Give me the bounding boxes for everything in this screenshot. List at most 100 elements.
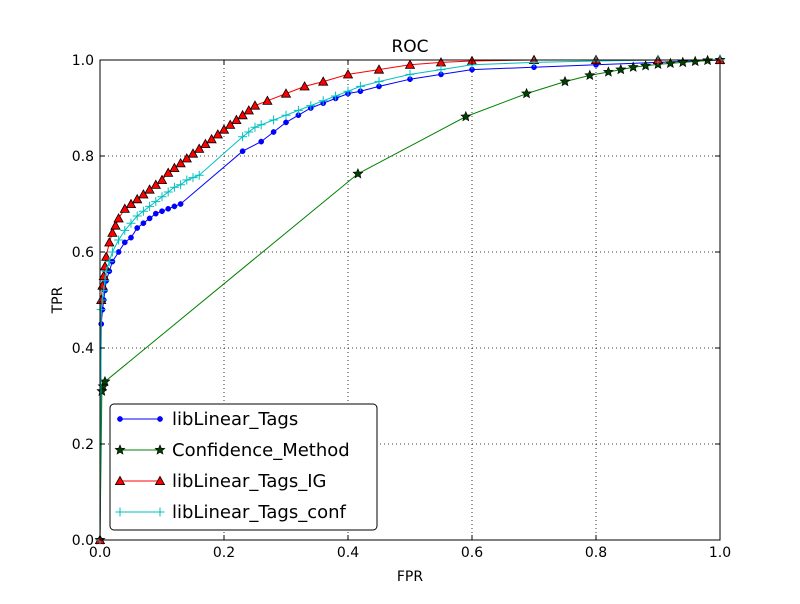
x-tick-label: 1.0 xyxy=(709,545,731,561)
data-point xyxy=(175,157,186,168)
data-point xyxy=(200,138,211,148)
y-tick-label: 1.0 xyxy=(72,53,94,69)
data-point xyxy=(163,187,173,197)
data-point xyxy=(529,57,539,67)
legend-entry: Confidence_Method xyxy=(114,440,350,461)
data-point xyxy=(206,133,217,144)
data-point xyxy=(169,162,180,172)
series-line xyxy=(99,59,720,541)
data-point xyxy=(352,167,364,179)
data-point xyxy=(342,69,354,79)
legend-entry: libLinear_Tags_IG xyxy=(114,471,326,492)
legend-label: libLinear_Tags_IG xyxy=(172,471,326,492)
data-point xyxy=(677,56,689,68)
x-tick-label: 0.0 xyxy=(89,545,111,561)
data-point xyxy=(299,81,310,91)
data-point xyxy=(615,63,627,75)
data-point xyxy=(181,153,192,163)
legend-label: libLinear_Tags xyxy=(172,409,298,430)
x-tick-label: 0.4 xyxy=(337,545,359,561)
data-point xyxy=(374,77,384,87)
data-point xyxy=(584,69,596,81)
data-point xyxy=(460,110,472,122)
data-point xyxy=(187,148,199,158)
legend-marker xyxy=(154,444,166,455)
data-point xyxy=(163,167,174,177)
data-point xyxy=(405,69,415,79)
data-point xyxy=(306,101,316,111)
data-point xyxy=(331,91,341,101)
data-point xyxy=(249,100,261,110)
x-axis-label: FPR xyxy=(397,569,423,585)
y-tick-label: 0.2 xyxy=(72,437,94,453)
data-point xyxy=(96,305,106,315)
data-point xyxy=(194,143,205,153)
data-point xyxy=(125,198,137,208)
data-point xyxy=(152,210,159,217)
legend-marker xyxy=(115,507,125,517)
y-tick-label: 0.4 xyxy=(72,341,94,357)
data-point xyxy=(134,225,141,231)
legend-label: libLinear_Tags_conf xyxy=(172,502,347,523)
legend-label: Confidence_Method xyxy=(172,440,350,461)
data-point xyxy=(132,193,143,204)
data-point xyxy=(256,120,266,130)
data-point xyxy=(159,208,165,215)
data-point xyxy=(239,148,246,155)
data-point xyxy=(231,114,242,124)
legend-marker xyxy=(114,475,126,485)
legend-marker xyxy=(117,416,123,422)
data-point xyxy=(404,59,416,69)
data-point xyxy=(107,247,117,257)
data-point xyxy=(318,96,328,106)
data-point xyxy=(293,105,303,115)
data-point xyxy=(101,266,111,276)
x-tick-label: 0.6 xyxy=(461,545,483,561)
data-point xyxy=(114,235,124,245)
series-libLinear_Tags_conf xyxy=(95,55,725,545)
data-point xyxy=(107,227,118,237)
data-point xyxy=(188,173,198,183)
y-axis-label: TPR xyxy=(50,286,66,314)
data-point xyxy=(100,276,110,286)
data-point xyxy=(113,213,124,223)
y-tick-label: 0.8 xyxy=(72,149,94,165)
data-point xyxy=(120,225,130,235)
data-point xyxy=(138,189,149,199)
chart-title: ROC xyxy=(391,37,428,57)
data-point xyxy=(110,220,121,230)
data-point xyxy=(237,109,248,120)
data-point xyxy=(104,237,115,247)
data-point xyxy=(436,65,446,75)
data-point xyxy=(156,174,168,184)
data-point xyxy=(640,59,652,71)
legend-entry: libLinear_Tags_conf xyxy=(115,502,347,523)
y-tick-label: 0.6 xyxy=(72,245,94,261)
data-point xyxy=(355,81,365,91)
legend-marker xyxy=(114,444,126,455)
data-point xyxy=(559,75,571,87)
data-point xyxy=(144,184,155,194)
x-tick-label: 0.8 xyxy=(585,545,607,561)
legend: libLinear_Tags Confidence_Method libLinear… xyxy=(109,403,378,531)
legend-box xyxy=(109,403,378,531)
data-point xyxy=(151,197,161,207)
data-point xyxy=(182,175,192,185)
data-point xyxy=(99,285,109,295)
data-point xyxy=(283,119,289,126)
data-point xyxy=(121,239,128,246)
data-point xyxy=(258,138,265,145)
data-point xyxy=(104,257,114,267)
data-point xyxy=(132,211,142,221)
data-point xyxy=(194,170,204,180)
data-point xyxy=(176,180,186,190)
series-layer xyxy=(94,54,726,545)
data-point xyxy=(262,95,273,105)
legend-marker xyxy=(155,507,165,517)
data-point xyxy=(138,206,148,216)
grid-lines xyxy=(100,60,720,540)
legend-marker xyxy=(157,416,163,422)
data-point xyxy=(218,124,230,134)
